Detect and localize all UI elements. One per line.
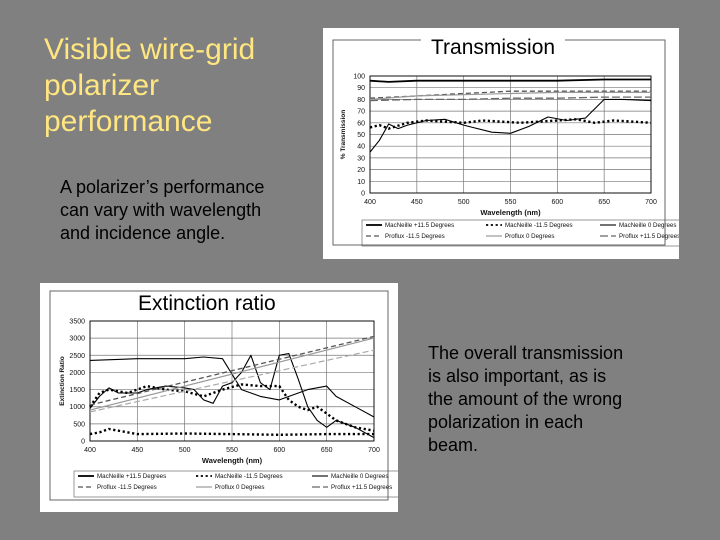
legend-label: Proflux -11.5 Degrees bbox=[97, 484, 157, 491]
x-tick-label: 450 bbox=[411, 199, 423, 206]
extinction-chart-panel: 0 500 1000 1500 2000 2500 3000 3500 400 450 500 550… bbox=[40, 283, 413, 512]
text-line: is also important, as is bbox=[428, 366, 607, 386]
y-tick-label: 1000 bbox=[69, 404, 85, 411]
y-tick-label: 40 bbox=[357, 144, 365, 151]
legend-label: MacNeille -11.5 Degrees bbox=[505, 222, 573, 229]
legend-label: Proflux +11.5 Degrees bbox=[619, 233, 679, 240]
title-line: performance bbox=[44, 105, 213, 138]
legend-label: MacNeille +11.5 Degrees bbox=[97, 473, 166, 480]
legend-label: Proflux +11.5 Degrees bbox=[331, 484, 392, 491]
x-tick-label: 550 bbox=[226, 447, 238, 454]
transmission-chart: 0 10 20 30 40 50 60 70 80 90 100 400 450 500 550 600 650… bbox=[332, 39, 701, 247]
extinction-heading: Extinction ratio bbox=[128, 292, 286, 316]
series-line bbox=[89, 335, 375, 406]
y-tick-label: 3500 bbox=[69, 319, 85, 326]
series-line bbox=[369, 96, 651, 102]
title-line: polarizer bbox=[44, 69, 160, 102]
plot-area bbox=[369, 75, 652, 194]
legend-label: Proflux 0 Degrees bbox=[505, 233, 555, 240]
x-tick-label: 700 bbox=[368, 447, 380, 454]
legend-label: MacNeille 0 Degrees bbox=[331, 473, 388, 480]
y-tick-label: 0 bbox=[361, 191, 365, 198]
y-tick-label: 80 bbox=[357, 97, 365, 104]
extinction-chart: 0 500 1000 1500 2000 2500 3000 3500 400 450 500 550… bbox=[49, 290, 413, 501]
x-tick-label: 500 bbox=[458, 199, 470, 206]
x-tick-label: 700 bbox=[645, 199, 657, 206]
slide-title: Visible wire-grid polarizer performance bbox=[44, 32, 314, 140]
x-tick-label: 400 bbox=[364, 199, 376, 206]
description-left: A polarizer’s performance can vary with … bbox=[60, 176, 320, 245]
plot-area bbox=[89, 320, 375, 442]
series-line bbox=[89, 427, 374, 437]
y-tick-label: 1500 bbox=[69, 387, 85, 394]
text-line: A polarizer’s performance bbox=[60, 177, 265, 197]
x-tick-label: 600 bbox=[551, 199, 563, 206]
legend-label: MacNeille 0 Degrees bbox=[619, 222, 676, 229]
description-right: The overall transmission is also importa… bbox=[428, 342, 708, 457]
legend-label: Proflux 0 Degrees bbox=[215, 484, 265, 491]
y-tick-label: 100 bbox=[353, 74, 365, 81]
y-tick-label: 2000 bbox=[69, 370, 85, 377]
x-tick-label: 400 bbox=[84, 447, 96, 454]
x-tick-label: 550 bbox=[505, 199, 517, 206]
text-line: polarization in each bbox=[428, 412, 584, 432]
x-tick-label: 650 bbox=[321, 447, 333, 454]
y-tick-label: 30 bbox=[357, 155, 365, 162]
text-line: beam. bbox=[428, 435, 479, 455]
y-axis-label: % Transmission bbox=[340, 110, 347, 160]
legend-label: MacNeille +11.5 Degrees bbox=[385, 222, 454, 229]
x-tick-label: 650 bbox=[598, 199, 610, 206]
transmission-chart-panel: 0 10 20 30 40 50 60 70 80 90 100 400 450 500 550 600 650… bbox=[323, 28, 701, 259]
y-tick-label: 60 bbox=[357, 120, 365, 127]
series-line bbox=[89, 383, 375, 432]
legend-label: Proflux -11.5 Degrees bbox=[385, 233, 445, 240]
x-tick-label: 600 bbox=[273, 447, 285, 454]
series-line bbox=[89, 337, 375, 411]
series-line bbox=[369, 91, 651, 100]
transmission-heading: Transmission bbox=[421, 36, 566, 60]
text-line: and incidence angle. bbox=[60, 223, 226, 243]
y-tick-label: 10 bbox=[357, 179, 365, 186]
title-line: Visible wire-grid bbox=[44, 33, 256, 66]
y-tick-label: 500 bbox=[73, 421, 85, 428]
series-line bbox=[89, 349, 375, 413]
y-tick-label: 50 bbox=[357, 132, 365, 139]
series-line bbox=[89, 353, 375, 439]
y-tick-label: 70 bbox=[357, 109, 365, 116]
text-line: the amount of the wrong bbox=[428, 389, 623, 409]
y-tick-label: 2500 bbox=[69, 353, 85, 360]
x-tick-label: 450 bbox=[131, 447, 143, 454]
x-axis-label: Wavelength (nm) bbox=[202, 456, 263, 465]
y-tick-label: 0 bbox=[81, 439, 85, 446]
y-axis-label: Extinction Ratio bbox=[59, 356, 66, 406]
legend-label: MacNeille -11.5 Degrees bbox=[215, 473, 283, 480]
text-line: can vary with wavelength bbox=[60, 200, 262, 220]
series-line bbox=[369, 90, 651, 99]
y-tick-label: 20 bbox=[357, 167, 365, 174]
y-tick-label: 3000 bbox=[69, 336, 85, 343]
x-tick-label: 500 bbox=[179, 447, 191, 454]
y-tick-label: 90 bbox=[357, 85, 365, 92]
text-line: The overall transmission bbox=[428, 343, 624, 363]
series-line bbox=[369, 98, 652, 153]
series-line bbox=[89, 356, 375, 418]
chart-frame bbox=[49, 290, 389, 501]
series-line bbox=[369, 78, 651, 83]
x-axis-label: Wavelength (nm) bbox=[480, 208, 541, 217]
